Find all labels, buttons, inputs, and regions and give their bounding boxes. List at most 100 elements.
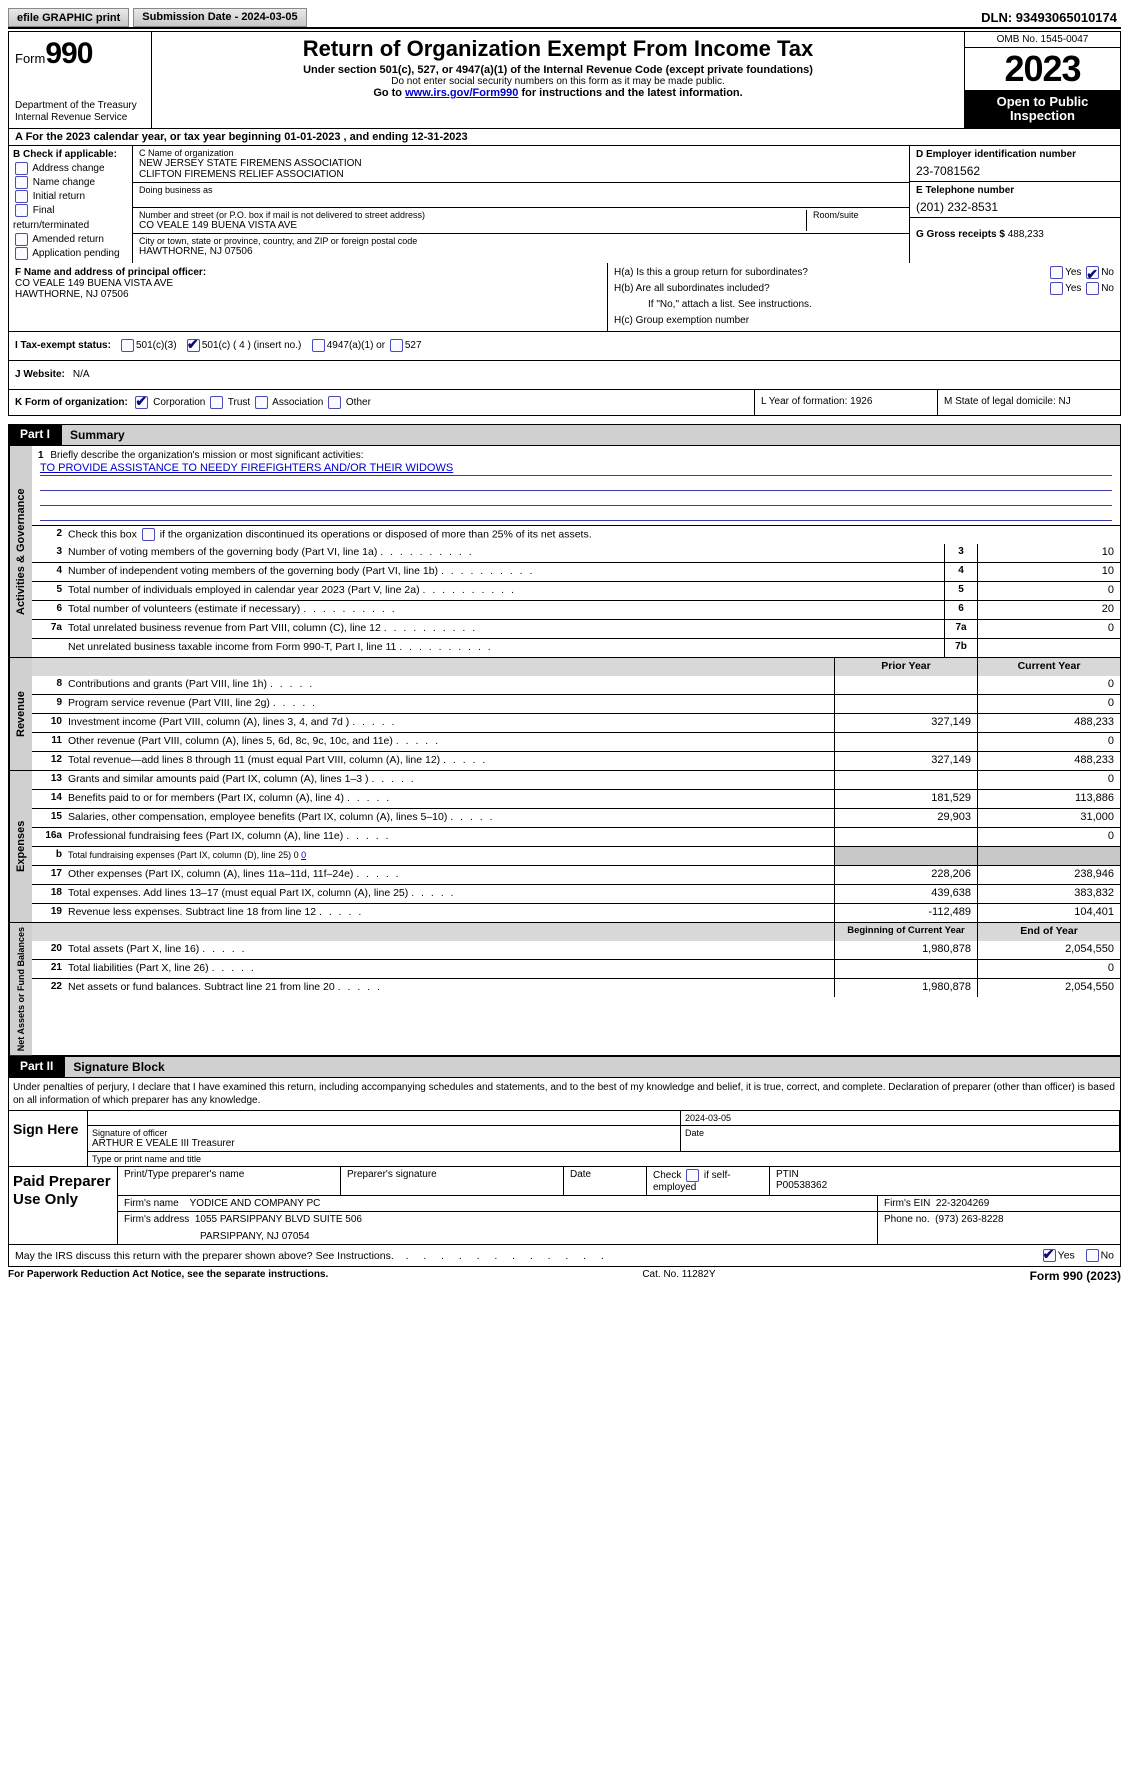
website-value: N/A xyxy=(73,369,90,380)
dba-label: Doing business as xyxy=(139,185,903,195)
self-employed-checkbox[interactable] xyxy=(686,1169,699,1182)
501c3-checkbox[interactable] xyxy=(121,339,134,352)
open-inspection: Open to Public Inspection xyxy=(965,91,1120,128)
part1-label: Part I xyxy=(8,424,62,446)
paid-preparer-block: Paid Preparer Use Only Print/Type prepar… xyxy=(8,1167,1121,1245)
g-label: G Gross receipts $ xyxy=(916,229,1008,240)
goto-post: for instructions and the latest informat… xyxy=(518,87,742,99)
phone-value: (201) 232-8531 xyxy=(916,196,1114,214)
current-year-value: 2,054,550 xyxy=(977,979,1120,997)
line-num: 21 xyxy=(32,960,66,978)
4947-checkbox[interactable] xyxy=(312,339,325,352)
k-checkbox[interactable] xyxy=(210,396,223,409)
current-year-value: 113,886 xyxy=(977,790,1120,808)
paperwork-notice: For Paperwork Reduction Act Notice, see … xyxy=(8,1269,328,1283)
line-box: 3 xyxy=(944,544,977,562)
line-desc: Total revenue—add lines 8 through 11 (mu… xyxy=(66,752,834,770)
row-i: I Tax-exempt status: 501(c)(3) 501(c) ( … xyxy=(8,332,1121,361)
discuss-text: May the IRS discuss this return with the… xyxy=(15,1250,394,1262)
b-checkbox[interactable] xyxy=(15,204,28,217)
discuss-row: May the IRS discuss this return with the… xyxy=(8,1245,1121,1267)
discuss-yes-checkbox[interactable] xyxy=(1043,1249,1056,1262)
line-desc: Program service revenue (Part VIII, line… xyxy=(66,695,834,713)
line-desc: Salaries, other compensation, employee b… xyxy=(66,809,834,827)
b-checkbox[interactable] xyxy=(15,162,28,175)
part1-title: Summary xyxy=(62,424,1121,446)
firm-addr1: 1055 PARSIPPANY BLVD SUITE 506 xyxy=(195,1214,362,1225)
irs-link[interactable]: www.irs.gov/Form990 xyxy=(405,87,518,99)
line-box: 6 xyxy=(944,601,977,619)
b-checkbox[interactable] xyxy=(15,247,28,260)
l-year-formation: L Year of formation: 1926 xyxy=(755,390,938,415)
hb-no-checkbox[interactable] xyxy=(1086,282,1099,295)
line-desc: Total number of volunteers (estimate if … xyxy=(66,601,944,619)
line-num: 12 xyxy=(32,752,66,770)
tab-expenses: Expenses xyxy=(9,771,32,922)
b-checkbox[interactable] xyxy=(15,190,28,203)
org-name-2: CLIFTON FIREMENS RELIEF ASSOCIATION xyxy=(139,169,903,180)
current-year-value: 31,000 xyxy=(977,809,1120,827)
line-value: 10 xyxy=(977,544,1120,562)
firm-ein: 22-3204269 xyxy=(936,1198,989,1209)
ha-no-checkbox[interactable] xyxy=(1086,266,1099,279)
line-desc: Total number of individuals employed in … xyxy=(66,582,944,600)
discuss-no-checkbox[interactable] xyxy=(1086,1249,1099,1262)
b-title: B Check if applicable: xyxy=(13,148,128,162)
line-desc: Total liabilities (Part X, line 26) . . … xyxy=(66,960,834,978)
line-num: 15 xyxy=(32,809,66,827)
current-year-value: 383,832 xyxy=(977,885,1120,903)
k-checkbox[interactable] xyxy=(135,396,148,409)
501c-checkbox[interactable] xyxy=(187,339,200,352)
line-num: 6 xyxy=(32,601,66,619)
k-checkbox[interactable] xyxy=(328,396,341,409)
k-checkbox[interactable] xyxy=(255,396,268,409)
prior-year-value: 327,149 xyxy=(834,752,977,770)
hb-label: H(b) Are all subordinates included? xyxy=(614,283,770,294)
omb-number: OMB No. 1545-0047 xyxy=(965,32,1120,48)
gross-receipts: 488,233 xyxy=(1008,229,1044,240)
line-desc: Total assets (Part X, line 16) . . . . . xyxy=(66,941,834,959)
501c-label: 501(c) ( 4 ) (insert no.) xyxy=(202,340,301,351)
line-box: 7a xyxy=(944,620,977,638)
blank-line xyxy=(40,476,1112,491)
prior-year-value: 181,529 xyxy=(834,790,977,808)
firm-addr2: PARSIPPANY, NJ 07054 xyxy=(124,1225,871,1242)
line-desc: Other revenue (Part VIII, column (A), li… xyxy=(66,733,834,751)
k-label: K Form of organization: xyxy=(15,397,128,408)
b-checkbox[interactable] xyxy=(15,233,28,246)
prior-year-value: -112,489 xyxy=(834,904,977,922)
part2-label: Part II xyxy=(8,1056,65,1078)
line-num: 7a xyxy=(32,620,66,638)
line-box: 5 xyxy=(944,582,977,600)
sign-block: Sign Here 2024-03-05 Signature of office… xyxy=(8,1111,1121,1167)
subtitle-2: Do not enter social security numbers on … xyxy=(158,76,958,87)
mission-text: TO PROVIDE ASSISTANCE TO NEEDY FIREFIGHT… xyxy=(40,461,1112,476)
line-desc: Grants and similar amounts paid (Part IX… xyxy=(66,771,834,789)
hc-label: H(c) Group exemption number xyxy=(614,313,1114,329)
prior-year-value xyxy=(834,847,977,865)
prior-year-value xyxy=(834,771,977,789)
efile-button[interactable]: efile GRAPHIC print xyxy=(8,8,129,27)
current-year-value: 0 xyxy=(977,695,1120,713)
sig-officer-label: Signature of officer xyxy=(92,1128,676,1138)
officer-name: ARTHUR E VEALE III Treasurer xyxy=(92,1138,676,1149)
ha-yes-checkbox[interactable] xyxy=(1050,266,1063,279)
ein-value: 23-7081562 xyxy=(916,160,1114,178)
prior-year-value: 439,638 xyxy=(834,885,977,903)
line-num: 16a xyxy=(32,828,66,846)
527-checkbox[interactable] xyxy=(390,339,403,352)
current-year-value: 0 xyxy=(977,828,1120,846)
prior-year-header: Prior Year xyxy=(834,658,977,676)
b-option-label: Initial return xyxy=(33,191,85,202)
begin-year-header: Beginning of Current Year xyxy=(834,923,977,941)
line2-checkbox[interactable] xyxy=(142,528,155,541)
line-desc: Net assets or fund balances. Subtract li… xyxy=(66,979,834,997)
ptin-label: PTIN xyxy=(776,1169,1114,1180)
hb-yes-checkbox[interactable] xyxy=(1050,282,1063,295)
b-checkbox[interactable] xyxy=(15,176,28,189)
preparer-sig-header: Preparer's signature xyxy=(341,1167,564,1195)
ha-label: H(a) Is this a group return for subordin… xyxy=(614,267,808,278)
line-num: b xyxy=(32,847,66,865)
current-year-value xyxy=(977,847,1120,865)
prior-year-value xyxy=(834,828,977,846)
